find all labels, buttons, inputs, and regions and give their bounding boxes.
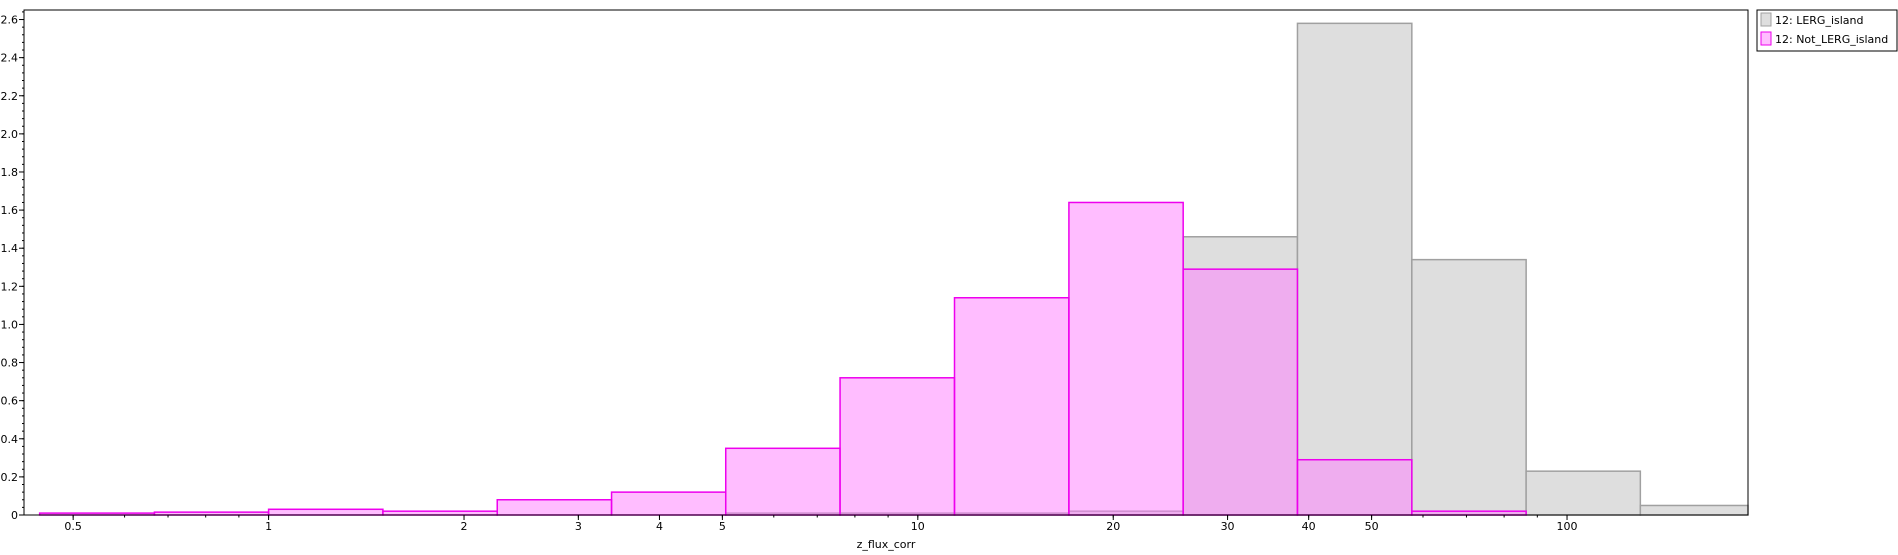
x-tick-label: 2	[461, 520, 468, 533]
x-tick-label: 0.5	[64, 520, 82, 533]
y-tick-label: 1.4	[1, 242, 19, 255]
histogram-bar	[1296, 458, 1413, 516]
x-tick-label: 4	[656, 520, 663, 533]
y-tick-label: 0.2	[1, 471, 19, 484]
histogram-bar	[1068, 201, 1184, 516]
y-tick-label: 0.4	[1, 433, 19, 446]
series-2	[38, 201, 1527, 516]
y-tick-label: 1.0	[1, 318, 19, 331]
y-tick-label: 1.6	[1, 204, 19, 217]
x-axis-title: z_flux_corr	[857, 538, 916, 551]
plot-frame	[23, 9, 1749, 516]
histogram-bar	[724, 447, 841, 516]
x-tick-label: 40	[1302, 520, 1316, 533]
x-tick-label: 3	[575, 520, 582, 533]
histogram-bar	[1639, 504, 1749, 516]
histogram-bar	[610, 491, 727, 516]
histogram-bar	[1182, 268, 1299, 516]
histogram-bar	[839, 377, 956, 516]
y-tick-label: 0	[11, 509, 18, 522]
axes: 0 0.2 0.4 0.6 0.8 1.0 1.2 1.4 1.6 1.8 2.0 2.2 2.4 2.6…	[1, 9, 1749, 533]
x-tick-label: 5	[719, 520, 726, 533]
y-tick-label: 0.8	[1, 357, 19, 370]
legend-label: 12: LERG_island	[1775, 14, 1863, 27]
legend-box	[1756, 9, 1898, 52]
legend-swatch	[1760, 12, 1772, 27]
histogram-bar	[496, 499, 613, 516]
histogram-bar	[267, 508, 384, 516]
y-tick-label: 2.4	[1, 52, 19, 65]
histogram-bar	[1296, 22, 1413, 516]
y-tick-label: 2.0	[1, 128, 19, 141]
y-tick-label: 0.6	[1, 395, 19, 408]
y-tick-label: 2.6	[1, 14, 19, 27]
x-tick-label: 20	[1106, 520, 1120, 533]
x-tick-label: 50	[1365, 520, 1379, 533]
y-tick-label: 1.8	[1, 166, 19, 179]
histogram-bar	[1525, 470, 1642, 516]
histogram-bar	[1411, 258, 1527, 516]
x-tick-label: 10	[911, 520, 925, 533]
histogram-bar	[1411, 510, 1527, 516]
histogram-bars	[38, 22, 1749, 516]
histogram-bar	[953, 297, 1070, 516]
y-tick-label: 2.2	[1, 90, 19, 103]
x-tick-label: 1	[265, 520, 272, 533]
legend-swatch	[1760, 31, 1772, 46]
x-tick-label: 30	[1221, 520, 1235, 533]
x-tick-label: 100	[1557, 520, 1578, 533]
histogram-bar	[382, 510, 498, 516]
legend: 12: LERG_island 12: Not_LERG_island	[1756, 9, 1898, 52]
legend-label: 12: Not_LERG_island	[1775, 33, 1888, 46]
y-tick-label: 1.2	[1, 280, 19, 293]
